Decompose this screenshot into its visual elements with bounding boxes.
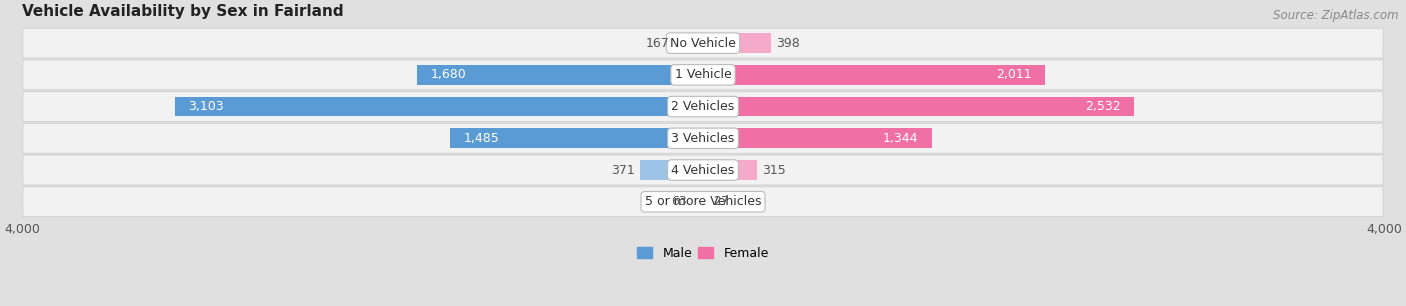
- Bar: [174, 97, 703, 116]
- Text: 3 Vehicles: 3 Vehicles: [672, 132, 734, 145]
- Bar: [418, 65, 703, 85]
- Text: 3,103: 3,103: [188, 100, 224, 113]
- Bar: [675, 33, 703, 53]
- Text: 1,680: 1,680: [430, 68, 467, 81]
- FancyBboxPatch shape: [22, 155, 1384, 185]
- FancyBboxPatch shape: [22, 123, 1384, 153]
- Bar: [692, 192, 703, 212]
- Text: 2,011: 2,011: [995, 68, 1032, 81]
- Text: 167: 167: [645, 37, 669, 50]
- Text: 315: 315: [762, 163, 786, 177]
- Bar: [703, 192, 707, 212]
- Bar: [703, 97, 1135, 116]
- Bar: [703, 129, 932, 148]
- Text: Vehicle Availability by Sex in Fairland: Vehicle Availability by Sex in Fairland: [22, 4, 343, 19]
- Text: 371: 371: [612, 163, 634, 177]
- Text: 1,344: 1,344: [883, 132, 918, 145]
- Text: 2 Vehicles: 2 Vehicles: [672, 100, 734, 113]
- Text: Source: ZipAtlas.com: Source: ZipAtlas.com: [1274, 9, 1399, 22]
- Text: 27: 27: [713, 195, 728, 208]
- Text: 2,532: 2,532: [1085, 100, 1121, 113]
- Bar: [703, 33, 770, 53]
- FancyBboxPatch shape: [22, 28, 1384, 58]
- Text: 63: 63: [672, 195, 688, 208]
- Bar: [703, 65, 1045, 85]
- Bar: [450, 129, 703, 148]
- Text: 1,485: 1,485: [464, 132, 499, 145]
- FancyBboxPatch shape: [22, 92, 1384, 121]
- FancyBboxPatch shape: [22, 187, 1384, 217]
- Bar: [703, 160, 756, 180]
- Text: No Vehicle: No Vehicle: [671, 37, 735, 50]
- FancyBboxPatch shape: [22, 60, 1384, 90]
- Text: 4 Vehicles: 4 Vehicles: [672, 163, 734, 177]
- Text: 1 Vehicle: 1 Vehicle: [675, 68, 731, 81]
- Legend: Male, Female: Male, Female: [633, 242, 773, 265]
- Bar: [640, 160, 703, 180]
- Text: 5 or more Vehicles: 5 or more Vehicles: [645, 195, 761, 208]
- Text: 398: 398: [776, 37, 800, 50]
